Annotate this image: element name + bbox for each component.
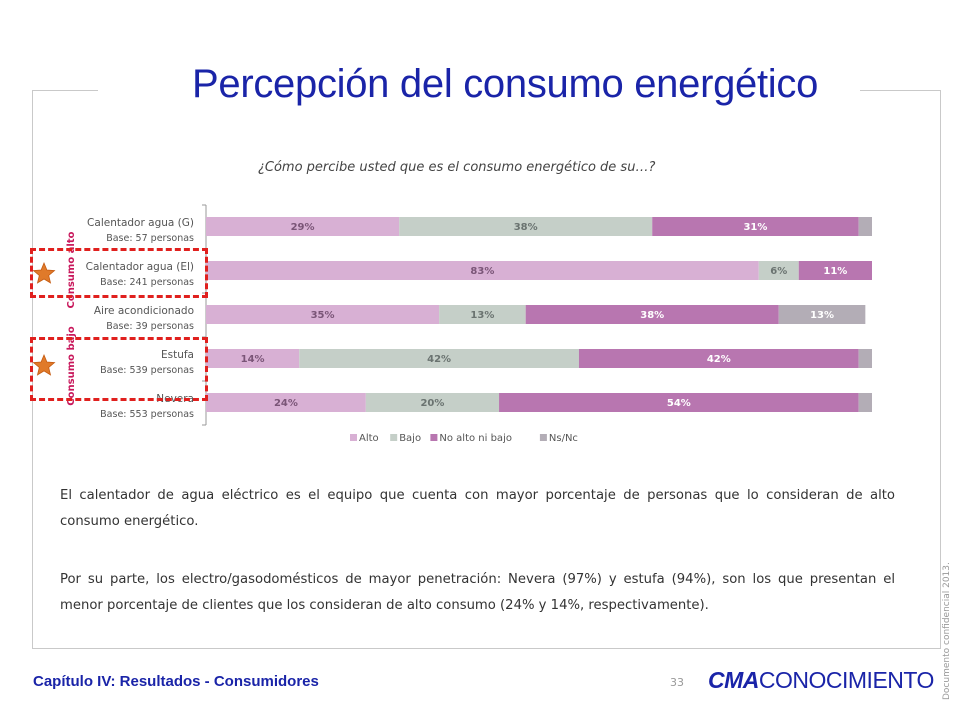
data-label: 54% xyxy=(667,398,691,409)
paragraph-2: Por su parte, los electro/gasodomésticos… xyxy=(60,572,895,613)
bar-segment xyxy=(399,217,653,236)
low-consumption-label: Consumo bajo xyxy=(66,326,77,406)
data-label: 29% xyxy=(291,222,315,233)
bar-segment xyxy=(652,217,859,236)
page-number: 33 xyxy=(670,676,684,689)
frame-title-gap xyxy=(98,84,860,98)
chapter-label: Capítulo IV: Resultados - Consumidores xyxy=(33,673,319,690)
legend-label: Bajo xyxy=(399,433,421,444)
star-icon xyxy=(32,261,56,284)
page-title: Percepción del consumo energético xyxy=(192,62,819,106)
category-label: Estufa xyxy=(161,349,194,361)
bar-segment xyxy=(206,349,300,368)
data-label: 13% xyxy=(470,310,494,321)
data-label: 6% xyxy=(770,266,787,277)
bar-segment xyxy=(758,261,799,280)
category-label: Aire acondicionado xyxy=(94,305,194,317)
legend-swatch xyxy=(430,434,438,441)
data-label: 20% xyxy=(420,398,444,409)
bar-segment xyxy=(778,305,866,324)
data-label: 83% xyxy=(470,266,494,277)
category-base-label: Base: 241 personas xyxy=(100,277,194,288)
bar-segment xyxy=(525,305,779,324)
bar-segment xyxy=(299,349,579,368)
low-consumption-highlight xyxy=(30,337,208,401)
confidential-note: Documento confidencial 2013. xyxy=(942,562,952,700)
bar-segment xyxy=(858,393,872,412)
data-label: 42% xyxy=(427,354,451,365)
data-label: 35% xyxy=(311,310,335,321)
brand-logo: CMACONOCIMIENTO xyxy=(708,667,934,694)
paragraph-1: El calentador de agua eléctrico es el eq… xyxy=(60,488,895,529)
data-label: 14% xyxy=(241,354,265,365)
chart-question: ¿Cómo percibe usted que es el consumo en… xyxy=(258,160,656,175)
bar-segment xyxy=(206,261,759,280)
legend-swatch xyxy=(350,434,357,441)
legend-label: Alto xyxy=(359,433,379,444)
bar-segment xyxy=(206,393,366,412)
legend-swatch xyxy=(390,434,398,441)
data-label: 24% xyxy=(274,398,298,409)
high-consumption-highlight xyxy=(30,248,208,298)
bar-segment xyxy=(858,349,872,368)
category-label: Calentador agua (El) xyxy=(86,261,194,273)
bar-segment xyxy=(858,217,872,236)
data-label: 42% xyxy=(707,354,731,365)
bar-segment xyxy=(206,217,400,236)
category-base-label: Base: 57 personas xyxy=(106,233,194,244)
bar-segment xyxy=(365,393,500,412)
data-label: 38% xyxy=(640,310,664,321)
legend-label: Ns/Nc xyxy=(549,433,578,444)
stacked-bar-chart: Calentador agua (G) Base: 57 personas 29% 3… xyxy=(32,204,872,444)
bar-segment xyxy=(798,261,872,280)
star-icon xyxy=(32,353,56,376)
category-label: Calentador agua (G) xyxy=(87,217,194,229)
category-base-label: Base: 539 personas xyxy=(100,365,194,376)
data-label: 38% xyxy=(514,222,538,233)
high-consumption-label: Consumo alto xyxy=(66,231,77,308)
category-base-label: Base: 39 personas xyxy=(106,321,194,332)
bar-segment xyxy=(439,305,526,324)
bar-segment xyxy=(499,393,859,412)
category-base-label: Base: 553 personas xyxy=(100,409,194,420)
data-label: 13% xyxy=(810,310,834,321)
data-label: 31% xyxy=(743,222,767,233)
bar-segment xyxy=(578,349,859,368)
legend-label: No alto ni bajo xyxy=(439,433,512,444)
brand-prefix: CMA xyxy=(708,667,759,693)
brand-suffix: CONOCIMIENTO xyxy=(758,667,935,693)
bar-segment xyxy=(206,305,440,324)
data-label: 11% xyxy=(823,266,847,277)
legend-swatch xyxy=(539,434,547,441)
